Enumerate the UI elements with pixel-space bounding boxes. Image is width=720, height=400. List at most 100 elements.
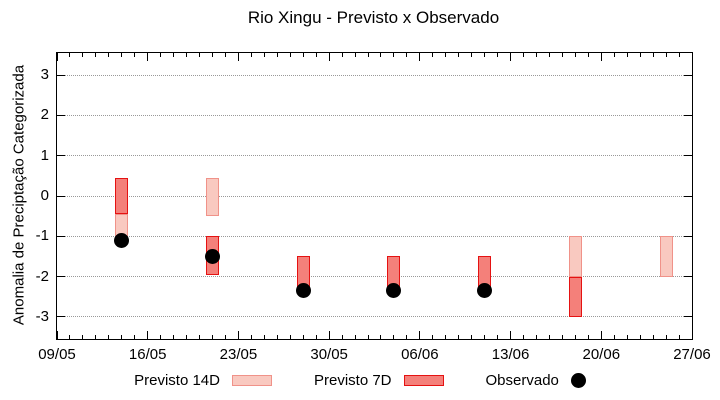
- x-major-tick: [419, 331, 421, 339]
- x-minor-tick: [665, 335, 667, 339]
- x-minor-tick: [173, 335, 175, 339]
- x-major-tick: [237, 53, 239, 61]
- gridline: [57, 195, 692, 197]
- y-tick-label: -3: [35, 307, 49, 325]
- y-tick-label: 0: [40, 187, 49, 204]
- x-major-tick: [328, 53, 330, 61]
- plot-area: 3 2 1 0 -1 -2 -3 09/05 16/05 23/05 30/05 06/06 13/06…: [36, 52, 711, 363]
- x-minor-tick: [406, 335, 408, 339]
- legend-label-previsto-14d: Previsto 14D: [134, 372, 220, 389]
- y-tick-label: 3: [40, 66, 49, 84]
- x-tick-label: 09/05: [38, 346, 76, 363]
- x-minor-tick: [471, 53, 473, 57]
- legend-item-previsto-14d: Previsto 14D: [134, 372, 272, 389]
- x-minor-tick: [587, 335, 589, 339]
- gridline: [57, 114, 692, 116]
- gridline: [57, 74, 692, 76]
- observado-dot: [205, 248, 220, 264]
- x-minor-tick: [367, 53, 369, 57]
- x-minor-tick: [652, 335, 654, 339]
- observado-dot-icon: [570, 373, 586, 388]
- x-tick-label: 23/05: [219, 346, 258, 363]
- x-minor-tick: [380, 53, 382, 57]
- x-minor-tick: [445, 335, 447, 339]
- x-minor-tick: [626, 335, 628, 339]
- x-tick-label: 13/06: [491, 346, 530, 363]
- x-minor-tick: [263, 335, 265, 339]
- x-minor-tick: [458, 335, 460, 339]
- x-minor-tick: [523, 53, 525, 57]
- x-minor-tick: [315, 53, 317, 57]
- x-minor-tick: [121, 53, 123, 57]
- y-tick-right: [684, 114, 692, 116]
- x-major-tick: [600, 53, 602, 61]
- observado-dot: [114, 232, 130, 248]
- x-minor-tick: [393, 335, 395, 339]
- x-minor-tick: [160, 53, 162, 57]
- gridline: [57, 155, 692, 157]
- x-minor-tick: [484, 53, 486, 57]
- observado-dot: [477, 283, 493, 299]
- x-minor-tick: [199, 53, 201, 57]
- x-minor-tick: [250, 335, 252, 339]
- x-minor-tick: [302, 53, 304, 57]
- y-tick-right: [684, 235, 692, 237]
- x-minor-tick: [212, 335, 213, 339]
- x-minor-tick: [393, 53, 395, 57]
- bar-previsto-7d: [115, 177, 129, 215]
- x-minor-tick: [95, 53, 97, 57]
- y-tick-left: [57, 114, 65, 116]
- x-minor-tick: [548, 53, 550, 57]
- bar-previsto-14d: [659, 236, 673, 277]
- x-minor-tick: [302, 335, 304, 339]
- x-minor-tick: [69, 335, 71, 339]
- x-minor-tick: [626, 53, 628, 57]
- x-minor-tick: [186, 335, 188, 339]
- x-minor-tick: [134, 335, 136, 339]
- y-tick-right: [684, 74, 692, 76]
- x-minor-tick: [82, 53, 84, 57]
- x-minor-tick: [497, 53, 499, 57]
- x-minor-tick: [574, 335, 576, 339]
- y-tick-left: [57, 74, 65, 76]
- y-tick-left: [57, 195, 65, 197]
- y-tick-label: -1: [35, 227, 49, 245]
- x-minor-tick: [561, 335, 563, 339]
- observado-dot: [386, 283, 402, 299]
- x-minor-tick: [315, 335, 317, 339]
- x-major-tick: [56, 331, 58, 339]
- x-minor-tick: [445, 53, 447, 57]
- x-minor-tick: [574, 53, 576, 57]
- x-minor-tick: [341, 335, 343, 339]
- x-minor-tick: [224, 335, 226, 339]
- observado-dot: [295, 283, 311, 299]
- x-minor-tick: [108, 53, 110, 57]
- x-minor-tick: [432, 53, 434, 57]
- legend: Previsto 14D Previsto 7D Observado: [0, 372, 720, 389]
- x-minor-tick: [263, 53, 265, 57]
- x-minor-tick: [186, 53, 188, 57]
- y-tick-label: 2: [40, 106, 49, 124]
- x-minor-tick: [224, 53, 226, 57]
- x-minor-tick: [639, 53, 641, 57]
- x-minor-tick: [523, 335, 525, 339]
- x-major-tick: [147, 53, 149, 61]
- x-major-tick: [691, 331, 693, 339]
- legend-item-observado: Observado: [486, 372, 586, 389]
- x-major-tick: [147, 331, 149, 339]
- x-major-tick: [56, 53, 58, 61]
- x-minor-tick: [276, 53, 278, 57]
- x-minor-tick: [613, 335, 615, 339]
- x-minor-tick: [108, 335, 110, 339]
- legend-item-previsto-7d: Previsto 7D: [314, 372, 444, 389]
- x-tick-label: 16/05: [128, 346, 167, 363]
- x-minor-tick: [406, 53, 408, 57]
- x-minor-tick: [497, 335, 499, 339]
- x-minor-tick: [173, 53, 175, 57]
- x-minor-tick: [535, 53, 537, 57]
- x-minor-tick: [82, 335, 84, 339]
- y-tick-right: [684, 155, 692, 157]
- x-minor-tick: [665, 53, 667, 57]
- x-minor-tick: [548, 335, 550, 339]
